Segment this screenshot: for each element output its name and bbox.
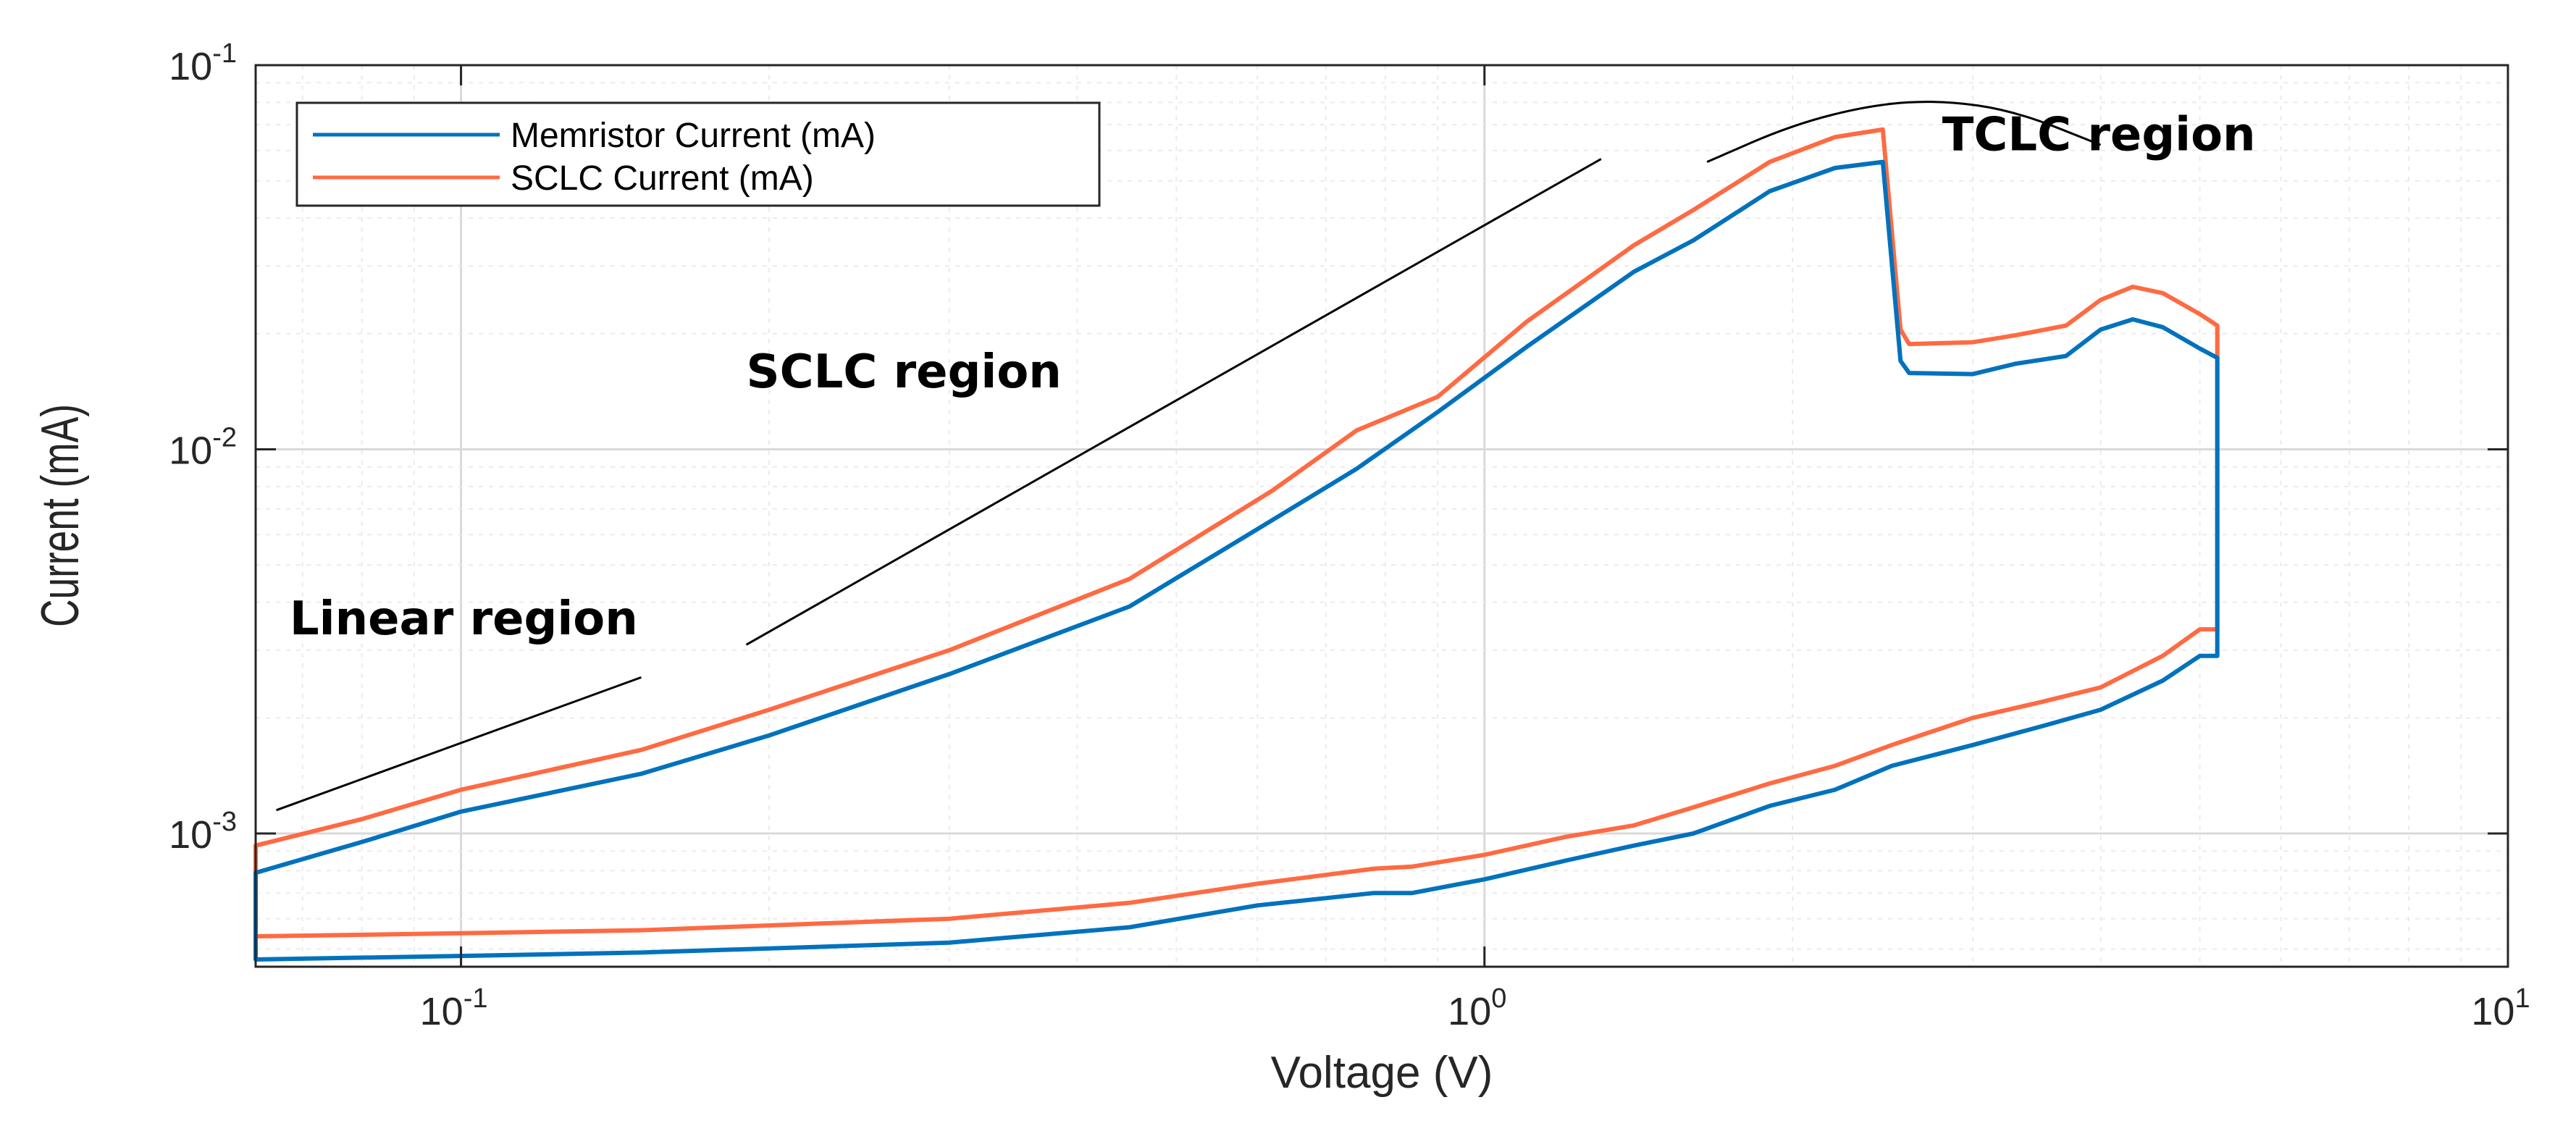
- region-label-2: TCLC region: [1942, 109, 2256, 162]
- plot-area: [256, 65, 2508, 967]
- x-tick-label: 101: [2471, 983, 2530, 1033]
- series-line-sclc: [253, 127, 2220, 938]
- y-tick-labels: 10-3 10-2 10-1: [169, 38, 237, 857]
- axes-box: [254, 64, 2509, 968]
- x-tick-label: 100: [1448, 983, 1506, 1033]
- region-label-0: Linear region: [290, 592, 638, 646]
- legend-label-memristor: Memristor Current (mA): [511, 117, 876, 155]
- grid: [256, 64, 2509, 967]
- region-label-1: SCLC region: [747, 345, 1062, 399]
- y-tick-label: 10-2: [169, 423, 237, 473]
- y-tick-label: 10-3: [169, 807, 237, 857]
- guide-line-2: [1706, 101, 2102, 163]
- series-line-memristor: [253, 159, 2220, 962]
- x-axis-title: Voltage (V): [1271, 1048, 1493, 1098]
- legend-box: [295, 101, 1101, 207]
- guide-line-1: [745, 158, 1602, 646]
- legend: Memristor Current (mA) SCLC Current (mA): [295, 101, 1101, 207]
- series-layer: [253, 127, 2220, 962]
- x-tick-label: 10-1: [420, 983, 488, 1033]
- y-tick-label: 10-1: [169, 38, 237, 88]
- guide-line-0: [276, 676, 642, 812]
- tick-marks: [256, 64, 2509, 967]
- y-axis-title: Current (mA): [30, 404, 90, 627]
- x-tick-labels: 10-1 100 101: [420, 983, 2530, 1033]
- annotation-lines: [276, 101, 2102, 812]
- legend-label-sclc: SCLC Current (mA): [511, 159, 814, 198]
- region-labels: Linear region SCLC region TCLC region: [290, 109, 2256, 646]
